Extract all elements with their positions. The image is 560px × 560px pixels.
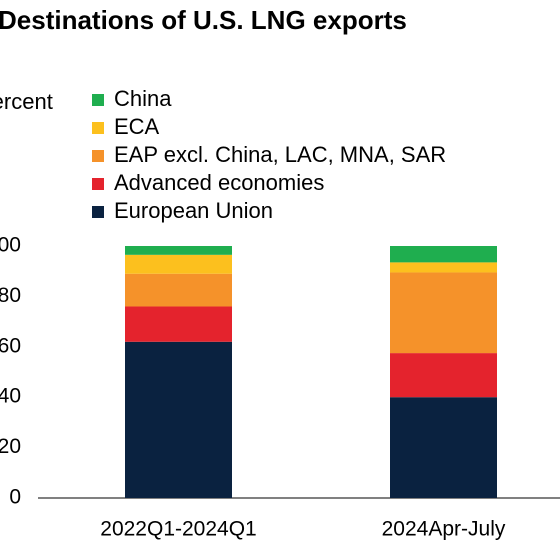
legend-label: European Union — [114, 198, 273, 223]
legend-label: ECA — [114, 114, 160, 139]
y-tick-label: 60 — [0, 334, 21, 357]
y-tick-label: 80 — [0, 284, 21, 307]
bar-segment — [390, 397, 497, 498]
legend-label: Advanced economies — [114, 170, 324, 195]
bar-segment — [125, 306, 232, 342]
x-tick-label: 2022Q1-2024Q1 — [100, 518, 256, 541]
bar-segment — [125, 246, 232, 255]
chart-title: Destinations of U.S. LNG exports — [0, 5, 407, 35]
y-tick-label: 20 — [0, 435, 21, 458]
bar-segment — [390, 353, 497, 398]
y-tick-label: 40 — [0, 385, 21, 408]
legend-label: China — [114, 86, 172, 111]
bar-segment — [390, 262, 497, 273]
bar-segment — [125, 273, 232, 307]
legend-swatch — [92, 94, 104, 106]
legend-swatch — [92, 178, 104, 190]
legend-swatch — [92, 122, 104, 134]
x-tick-label: 2024Apr-July — [382, 518, 506, 541]
y-tick-label: 100 — [0, 234, 21, 257]
bar-segment — [125, 341, 232, 498]
y-tick-label: 0 — [9, 486, 21, 509]
bar-segment — [125, 254, 232, 274]
bar-segment — [390, 272, 497, 354]
legend-swatch — [92, 150, 104, 162]
legend-label: EAP excl. China, LAC, MNA, SAR — [114, 142, 446, 167]
y-axis-label: Percent — [0, 89, 53, 114]
bar-segment — [390, 246, 497, 263]
legend-swatch — [92, 206, 104, 218]
